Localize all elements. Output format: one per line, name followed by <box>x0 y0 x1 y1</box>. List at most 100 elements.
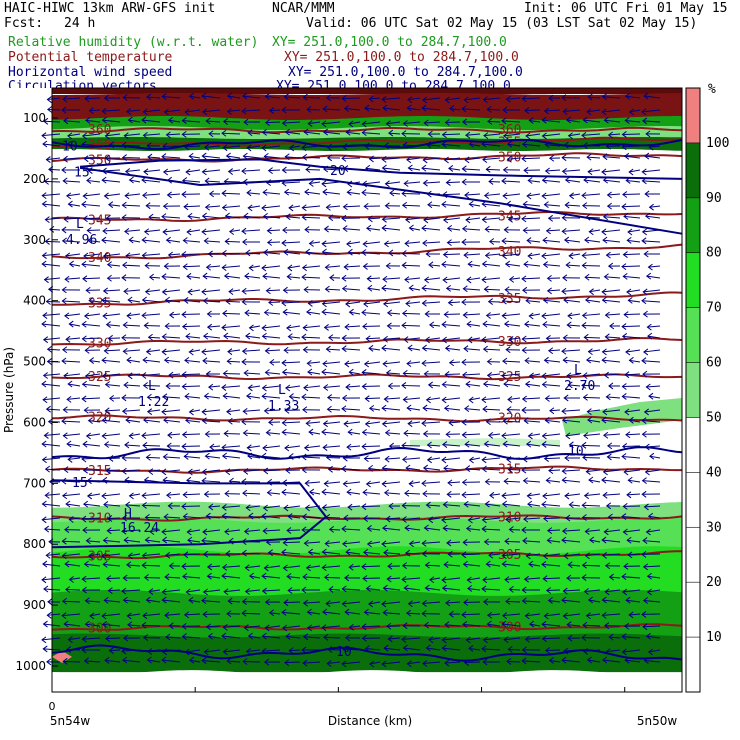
circulation-vector-head <box>328 214 334 222</box>
circulation-vector-923 <box>526 443 541 447</box>
circulation-vector-339 <box>623 215 641 219</box>
circulation-vector-996 <box>125 479 141 483</box>
circulation-vector-head <box>385 120 391 128</box>
circulation-vector-head <box>444 344 451 352</box>
circulation-vector-1429 <box>109 649 121 652</box>
circulation-vector-109 <box>362 132 381 135</box>
circulation-vector-head <box>506 155 512 163</box>
circulation-vector-head <box>341 585 347 593</box>
circulation-vector-269 <box>464 193 481 196</box>
circulation-vector-head <box>102 312 108 320</box>
circulation-vector-503 <box>188 289 201 293</box>
circulation-vector-head <box>463 599 469 606</box>
circulation-vector-79 <box>386 121 401 125</box>
circulation-vector-1068 <box>322 505 341 509</box>
circulation-vector-head <box>521 395 527 403</box>
circulation-vector-head <box>361 129 367 137</box>
circulation-vector-1018 <box>562 479 581 483</box>
circulation-vector-1058 <box>125 504 141 507</box>
circulation-vector-head <box>286 273 292 281</box>
circulation-vector-head <box>462 311 468 319</box>
circulation-vector-head <box>227 417 233 425</box>
circulation-vector-511 <box>342 288 361 291</box>
circulation-vector-501 <box>145 289 161 293</box>
circulation-vector-1145 <box>623 529 641 533</box>
circulation-vector-head <box>343 514 349 522</box>
circulation-vector-head <box>164 296 170 304</box>
theta-label-right-320: 320 <box>498 411 521 426</box>
circulation-vector-1486 <box>625 659 641 663</box>
circulation-vector-head <box>388 129 394 137</box>
valid-time: Valid: 06 UTC Sat 02 May 15 (03 LST Sat … <box>306 16 698 31</box>
circulation-vector-head <box>64 312 70 320</box>
circulation-vector-320 <box>244 215 261 219</box>
circulation-vector-head <box>521 657 527 665</box>
circulation-vector-head <box>121 467 127 475</box>
circulation-vector-head <box>222 144 228 152</box>
circulation-vector-head <box>328 586 334 593</box>
circulation-vector-head <box>301 646 307 654</box>
circulation-vector-615 <box>567 324 581 327</box>
circulation-vector-1074 <box>443 504 461 507</box>
circulation-vector-1034 <box>267 492 281 495</box>
circulation-vector-814 <box>202 409 221 413</box>
circulation-vector-1185 <box>183 553 201 556</box>
circulation-vector-head <box>425 396 431 404</box>
circulation-vector-1012 <box>447 481 461 484</box>
circulation-vector-1223 <box>322 565 341 569</box>
circulation-vector-426 <box>502 253 521 257</box>
circulation-vector-1101 <box>363 517 381 520</box>
circulation-vector-head <box>305 166 311 173</box>
circulation-vector-607 <box>402 324 421 327</box>
circulation-vector-head <box>522 200 528 208</box>
circulation-vector-head <box>343 105 350 112</box>
colorbar-segment-3 <box>686 472 700 528</box>
circulation-vector-head <box>266 239 273 246</box>
circulation-vector-head <box>265 538 272 546</box>
circulation-vector-78 <box>362 121 381 125</box>
circulation-vector-1170 <box>505 540 521 543</box>
circulation-vector-head <box>323 324 329 331</box>
circulation-vector-592 <box>106 324 121 327</box>
circulation-vector-head <box>41 320 47 328</box>
circulation-vector-head <box>646 572 652 580</box>
circulation-vector-head <box>441 636 447 644</box>
circulation-vector-head <box>61 237 67 245</box>
circulation-vector-233 <box>362 181 381 185</box>
circulation-vector-654 <box>104 349 121 352</box>
circulation-vector-head <box>242 92 248 100</box>
circulation-vector-838 <box>61 420 81 423</box>
circulation-vector-head <box>121 514 128 522</box>
theta-label-left-330: 330 <box>88 336 111 351</box>
circulation-vector-290 <box>261 205 281 209</box>
circulation-vector-head <box>501 117 507 125</box>
circulation-vector-413 <box>246 252 261 255</box>
circulation-vector-539 <box>281 301 301 304</box>
rh-shade-mid-patch <box>562 398 682 436</box>
circulation-vector-1412 <box>388 637 401 640</box>
circulation-vector-659 <box>201 349 221 353</box>
circulation-vector-283 <box>122 204 141 207</box>
circulation-vector-head <box>142 131 148 139</box>
circulation-vector-1287 <box>366 587 381 591</box>
circulation-vector-222 <box>142 179 161 183</box>
circulation-vector-596 <box>182 325 201 328</box>
circulation-vector-1401 <box>166 636 181 639</box>
circulation-vector-head <box>348 563 354 571</box>
circulation-vector-head <box>563 552 569 560</box>
circulation-vector-head <box>461 478 467 486</box>
circulation-vector-head <box>643 408 649 416</box>
circulation-vector-head <box>166 176 173 184</box>
circulation-vector-head <box>364 104 370 112</box>
circulation-vector-head <box>647 263 653 271</box>
circulation-vector-1395 <box>41 637 61 641</box>
circulation-vector-head <box>325 454 332 461</box>
circulation-vector-head <box>204 452 210 460</box>
circulation-vector-head <box>283 188 290 196</box>
circulation-vector-head <box>244 309 250 317</box>
circulation-vector-765 <box>466 383 481 387</box>
circulation-vector-head <box>461 358 467 366</box>
circulation-vector-head <box>421 419 427 427</box>
circulation-vector-522 <box>562 289 581 292</box>
circulation-vector-230 <box>309 181 321 185</box>
